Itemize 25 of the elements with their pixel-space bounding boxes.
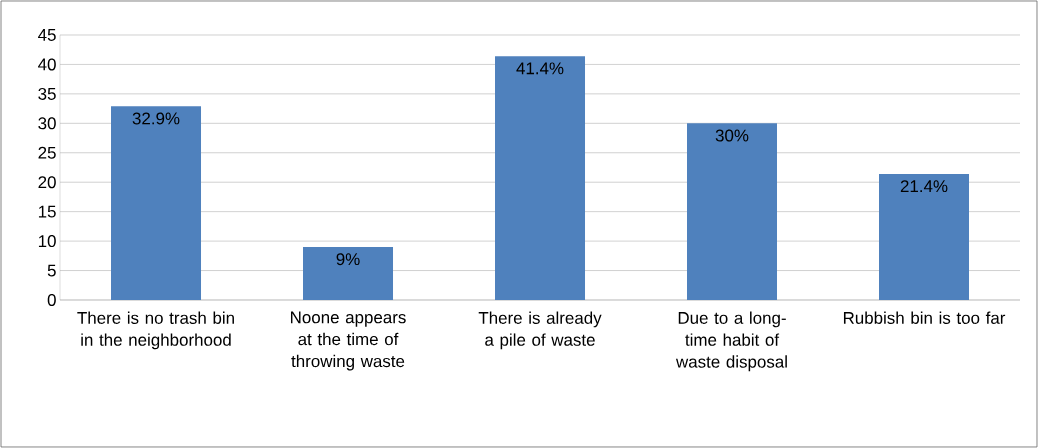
data-label: 9% [336,253,360,266]
x-tick-label: There is no trash bin in the neighborhood [77,311,234,350]
y-tick-label: 10 [38,235,56,248]
bar [687,123,778,300]
y-tick-label: 0 [47,293,56,306]
bar [111,106,202,300]
data-label: 32.9% [132,112,180,125]
y-tick-label: 35 [38,87,56,100]
data-label: 41.4% [516,62,564,75]
bar [495,56,586,300]
x-tick-label: Rubbish bin is too far [843,311,1006,324]
y-tick-label: 25 [38,146,56,159]
data-label: 30% [715,129,749,142]
y-tick-label: 40 [38,58,56,71]
y-tick-label: 20 [38,176,56,189]
y-tick-label: 15 [38,205,56,218]
x-tick-label: There is already a pile of waste [478,311,602,350]
y-tick-label: 5 [47,264,56,277]
y-tick-label: 30 [38,117,56,130]
x-tick-label: Noone appears at the time of throwing waste [291,311,406,371]
bar [303,246,394,300]
y-tick-label: 45 [38,29,56,41]
data-label: 21.4% [900,180,948,193]
bar [879,173,970,300]
x-tick-label: Due to a long-time habit of waste disposal [675,311,787,372]
